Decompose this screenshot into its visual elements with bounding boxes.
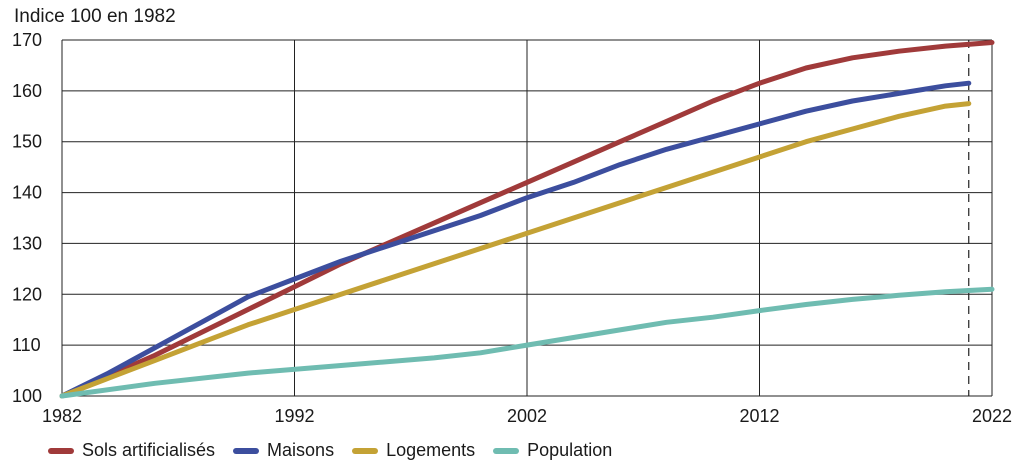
x-tick-label: 2002 <box>507 406 547 426</box>
series-line-2 <box>59 80 972 399</box>
y-tick-label: 110 <box>12 335 41 355</box>
y-tick-label: 150 <box>12 132 42 152</box>
line-chart: Indice 100 en 1982 100 110 120 130 140 150 160… <box>12 6 1012 426</box>
y-tick-label: 100 <box>12 386 42 406</box>
legend-swatch <box>48 447 74 454</box>
x-tick-label: 2012 <box>739 406 779 426</box>
legend-swatch <box>493 447 520 454</box>
legend: Sols artificialisés Maisons Logements Popul… <box>48 440 630 461</box>
series-lines <box>59 40 995 399</box>
x-tick-label: 2022 <box>972 406 1012 426</box>
legend-item: Sols artificialisés <box>48 440 215 461</box>
series-line-3 <box>59 101 972 399</box>
y-tick-label: 160 <box>12 81 42 101</box>
series-line-1 <box>59 40 995 399</box>
y-tick-label: 140 <box>12 183 42 203</box>
legend-item: Logements <box>352 440 475 461</box>
series-line-4 <box>59 286 995 399</box>
legend-label: Logements <box>386 440 476 460</box>
y-tick-label: 170 <box>12 30 42 50</box>
legend-item: Population <box>493 440 612 461</box>
x-tick-label: 1982 <box>42 406 82 426</box>
legend-item: Maisons <box>233 440 334 461</box>
y-tick-label: 130 <box>12 233 42 253</box>
legend-swatch <box>233 447 260 454</box>
x-tick-label: 1992 <box>274 406 314 426</box>
legend-swatch <box>352 447 379 454</box>
legend-label: Population <box>527 440 613 460</box>
legend-label: Sols artificialisés <box>82 440 216 460</box>
y-axis-title: Indice 100 en 1982 <box>14 6 176 27</box>
legend-label: Maisons <box>267 440 335 460</box>
tick-labels: 100 110 120 130 140 150 160 170 1982 1992 2002 2012… <box>12 30 1012 426</box>
grid <box>61 39 993 397</box>
y-tick-label: 120 <box>12 284 42 304</box>
